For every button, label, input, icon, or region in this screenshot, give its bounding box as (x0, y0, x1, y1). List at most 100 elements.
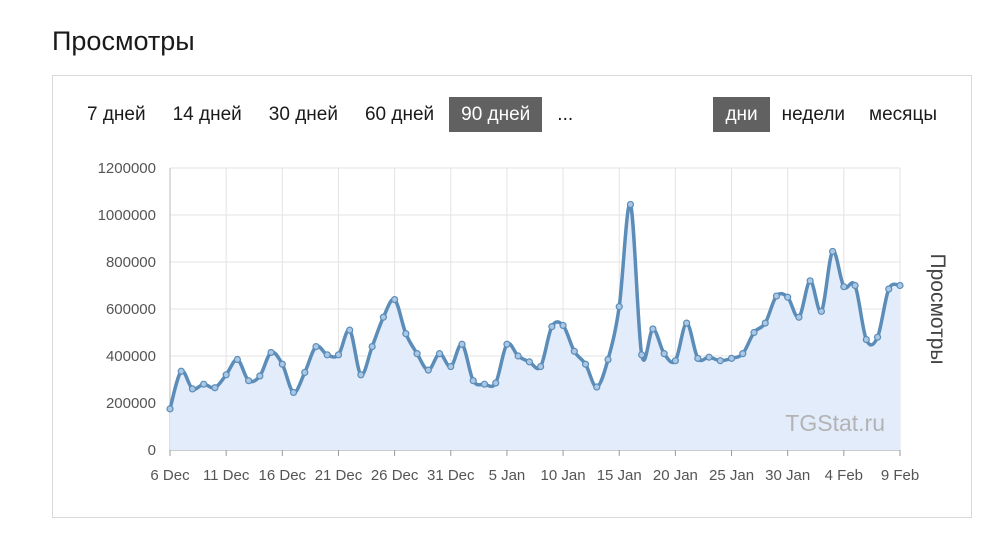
data-point (548, 323, 556, 331)
range-tab-2[interactable]: 30 дней (268, 104, 338, 125)
data-point (346, 326, 354, 334)
y-tick-label: 800000 (106, 254, 156, 271)
data-point (840, 283, 848, 291)
x-tick-label: 25 Jan (709, 467, 754, 484)
x-tick-label: 31 Dec (427, 467, 475, 484)
y-tick-label: 1000000 (98, 207, 156, 224)
data-point (525, 358, 533, 366)
chart-panel: 7 дней 14 дней 30 дней 60 дней 90 дней... дн… (52, 75, 972, 518)
data-point (806, 277, 814, 285)
data-point (885, 285, 893, 293)
data-point (334, 351, 343, 359)
x-tick-label: 10 Jan (541, 467, 586, 484)
range-tabs: 7 дней 14 дней 30 дней 60 дней 90 дней... (75, 97, 588, 132)
data-point (480, 380, 489, 388)
data-point (739, 350, 747, 358)
y-tick-label: 1200000 (98, 160, 156, 177)
data-point (772, 292, 781, 300)
x-tick-label: 6 Dec (150, 467, 190, 484)
y-tick-label: 400000 (106, 348, 156, 365)
data-point (604, 355, 612, 364)
data-point (267, 348, 275, 357)
x-tick-label: 15 Jan (597, 467, 642, 484)
data-point (391, 296, 399, 304)
data-point (694, 354, 702, 362)
data-point (492, 379, 500, 387)
series-area (170, 203, 900, 450)
range-tab-3[interactable]: 60 дней (364, 104, 435, 125)
data-point (716, 357, 724, 365)
range-tab-4[interactable]: 90 дней (449, 97, 543, 132)
data-point (289, 388, 298, 397)
data-point (626, 200, 635, 209)
data-point (671, 357, 679, 365)
x-tick-label: 9 Feb (881, 467, 919, 484)
data-point (435, 350, 444, 358)
watermark: TGStat.ru (785, 410, 885, 436)
data-point (829, 247, 837, 256)
granularity-tab-1[interactable]: недели (781, 104, 846, 125)
granularity-tabs: дни недели месяцы (713, 97, 949, 132)
data-point (413, 350, 421, 358)
data-point (615, 303, 623, 311)
data-point (177, 367, 185, 375)
data-point (559, 321, 567, 330)
range-tab-0[interactable]: 7 дней (87, 104, 146, 125)
data-point (683, 319, 691, 327)
data-point (761, 319, 769, 327)
data-point (705, 353, 713, 361)
data-point (424, 366, 432, 374)
data-point (649, 325, 657, 333)
data-point (537, 362, 545, 371)
granularity-tab-0[interactable]: дни (713, 97, 770, 132)
data-point (503, 340, 511, 348)
data-point (368, 343, 376, 351)
data-point (570, 347, 578, 355)
data-point (256, 372, 264, 380)
data-point (200, 380, 208, 388)
data-point (750, 328, 758, 337)
data-point (660, 350, 668, 358)
data-point (402, 330, 410, 338)
data-point (278, 360, 286, 368)
data-point (301, 368, 309, 377)
x-tick-label: 21 Dec (315, 467, 363, 484)
x-tick-label: 26 Dec (371, 467, 419, 484)
data-point (817, 307, 825, 315)
range-tab-5[interactable]: ... (557, 104, 574, 125)
data-point (458, 340, 466, 348)
data-point (862, 335, 870, 344)
y-axis-title: Просмотры (926, 254, 949, 365)
data-point (447, 362, 455, 371)
data-point (593, 383, 601, 391)
page-title: Просмотры (52, 26, 195, 56)
granularity-tab-2[interactable]: месяцы (869, 104, 937, 125)
x-tick-label: 5 Jan (489, 467, 526, 484)
x-tick-label: 20 Jan (653, 467, 698, 484)
data-point (233, 355, 241, 364)
data-point (188, 385, 197, 393)
data-point (211, 384, 219, 392)
data-point (323, 351, 331, 359)
data-point (469, 377, 477, 385)
data-point (514, 352, 522, 360)
data-point (357, 371, 365, 379)
data-point (727, 354, 736, 362)
x-tick-label: 4 Feb (825, 467, 863, 484)
data-point (222, 371, 230, 379)
data-point (896, 281, 904, 290)
data-point (166, 405, 174, 413)
y-tick-label: 600000 (106, 301, 156, 318)
x-tick-label: 30 Jan (765, 467, 810, 484)
data-point (312, 343, 320, 351)
range-tab-1[interactable]: 14 дней (172, 104, 242, 125)
data-point (784, 293, 792, 301)
data-point (379, 313, 387, 321)
y-tick-label: 0 (148, 442, 156, 459)
views-chart: 0 200000 400000 600000 800000 1000000 1200000 6… (98, 160, 949, 484)
data-point (581, 360, 590, 368)
x-tick-label: 16 Dec (259, 467, 307, 484)
data-point (851, 281, 859, 290)
x-tick-label: 11 Dec (203, 467, 250, 484)
data-point (873, 333, 882, 341)
